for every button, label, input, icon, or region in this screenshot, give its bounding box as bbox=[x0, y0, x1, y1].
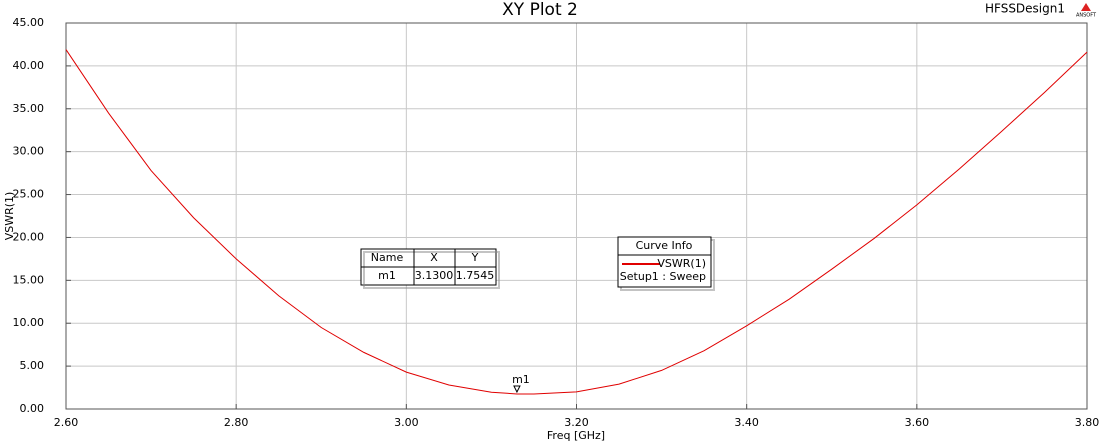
logo-text: ANSOFT bbox=[1076, 13, 1097, 19]
table-cell: m1 bbox=[378, 269, 396, 282]
table-cell: 3.1300 bbox=[415, 269, 454, 282]
table-header: Y bbox=[471, 251, 479, 264]
y-axis-label: VSWR(1) bbox=[3, 192, 16, 241]
table-header: Name bbox=[371, 251, 404, 264]
y-tick-label: 45.00 bbox=[13, 16, 45, 29]
y-tick-label: 20.00 bbox=[13, 230, 45, 243]
y-tick-label: 0.00 bbox=[20, 402, 45, 415]
y-tick-label: 30.00 bbox=[13, 145, 45, 158]
x-tick-label: 3.60 bbox=[905, 416, 930, 429]
series-line bbox=[65, 49, 1088, 395]
marker-table: Name X Y m1 3.1300 1.7545 bbox=[360, 248, 500, 289]
x-tick-label: 3.00 bbox=[394, 416, 419, 429]
table-cell: 1.7545 bbox=[456, 269, 495, 282]
legend-frame bbox=[617, 236, 712, 288]
y-tick-label: 5.00 bbox=[20, 359, 45, 372]
legend-title: Curve Info bbox=[636, 239, 693, 252]
design-name: HFSSDesign1 bbox=[985, 2, 1065, 16]
legend-solution: Setup1 : Sweep bbox=[620, 270, 706, 283]
x-tick-label: 2.60 bbox=[54, 416, 79, 429]
marker bbox=[513, 385, 521, 394]
table-shadow bbox=[363, 251, 500, 289]
y-tick-label: 40.00 bbox=[13, 59, 45, 72]
y-tick-label: 15.00 bbox=[13, 273, 45, 286]
x-axis-label: Freq [GHz] bbox=[547, 429, 605, 442]
grid bbox=[65, 22, 1088, 410]
x-tick-label: 3.20 bbox=[564, 416, 589, 429]
chart-title: XY Plot 2 bbox=[502, 0, 578, 20]
table-header: X bbox=[430, 251, 438, 264]
x-tick-label: 3.80 bbox=[1075, 416, 1100, 429]
x-tick-label: 3.40 bbox=[734, 416, 759, 429]
logo-icon bbox=[1081, 3, 1091, 11]
y-tick-label: 25.00 bbox=[13, 188, 45, 201]
x-tick-label: 2.80 bbox=[224, 416, 249, 429]
legend: Curve Info VSWR(1) Setup1 : Sweep bbox=[617, 236, 715, 291]
marker-label: m1 bbox=[512, 373, 530, 386]
y-tick-label: 35.00 bbox=[13, 102, 45, 115]
legend-entry: VSWR(1) bbox=[657, 257, 706, 270]
curves bbox=[65, 49, 1088, 395]
y-tick-label: 10.00 bbox=[13, 316, 45, 329]
